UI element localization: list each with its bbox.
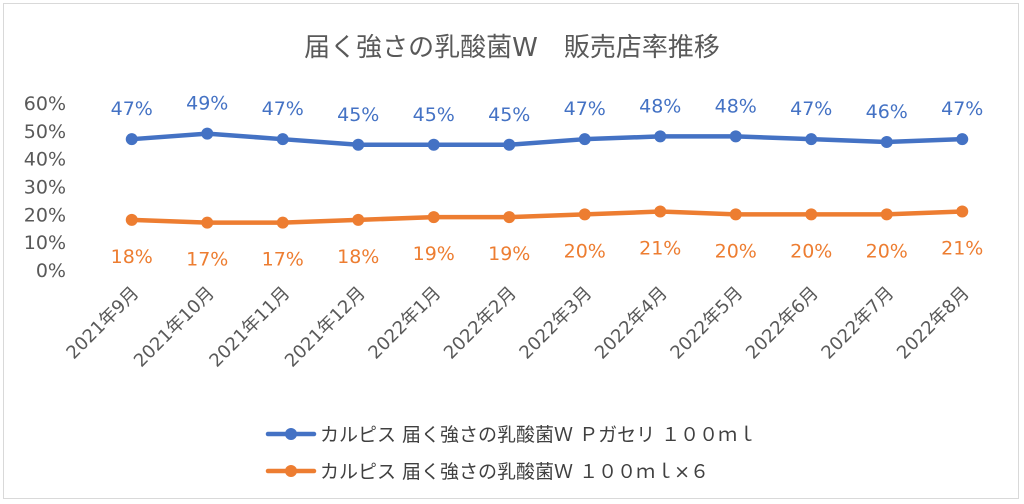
data-label: 49% xyxy=(186,93,228,115)
data-label: 46% xyxy=(866,101,908,123)
y-tick-label: 60% xyxy=(24,93,66,115)
series-1: 47% 49% 47% 45% 45% 45% 47% 48% 48% 47% 46% 47% xyxy=(111,93,983,151)
data-label: 47% xyxy=(564,98,606,120)
x-tick-label: 2022年8月 xyxy=(893,283,974,364)
x-tick-label: 2022年5月 xyxy=(666,283,747,364)
data-label: 47% xyxy=(941,98,983,120)
data-label: 21% xyxy=(941,238,983,260)
data-point xyxy=(880,208,893,221)
data-label: 18% xyxy=(337,246,379,268)
data-label: 21% xyxy=(639,238,681,260)
x-tick-label: 2022年1月 xyxy=(364,283,445,364)
data-label: 45% xyxy=(413,104,455,126)
x-tick-label: 2022年4月 xyxy=(591,283,672,364)
data-label: 17% xyxy=(262,249,304,271)
series-2: 18% 17% 17% 18% 19% 19% 20% 21% 20% 20% 20% 21% xyxy=(111,205,983,271)
data-point xyxy=(729,208,742,221)
data-point xyxy=(276,216,289,229)
data-point xyxy=(805,133,818,146)
data-label: 45% xyxy=(337,104,379,126)
data-point xyxy=(654,130,667,143)
data-point xyxy=(729,130,742,143)
x-tick-label: 2022年2月 xyxy=(440,283,521,364)
chart-title: 届く強さの乳酸菌W 販売店率推移 xyxy=(304,33,720,63)
data-label: 18% xyxy=(111,246,153,268)
x-tick-label: 2022年7月 xyxy=(817,283,898,364)
data-point xyxy=(805,208,818,221)
x-tick-label: 2021年9月 xyxy=(62,283,143,364)
series-line xyxy=(129,131,965,147)
data-point xyxy=(956,133,969,146)
data-label: 48% xyxy=(715,95,757,117)
legend-label: カルピス 届く強さの乳酸菌Ｗ １００ｍｌ×６ xyxy=(320,461,709,483)
data-label: 19% xyxy=(413,243,455,265)
legend-item: カルピス 届く強さの乳酸菌Ｗ Ｐガセリ １００ｍｌ xyxy=(265,424,756,446)
x-tick-label: 2021年11月 xyxy=(205,283,294,372)
data-point xyxy=(276,133,289,146)
y-tick-label: 30% xyxy=(24,177,66,199)
x-tick-label: 2022年3月 xyxy=(515,283,596,364)
data-point xyxy=(503,211,516,224)
data-label: 20% xyxy=(715,240,757,262)
data-label: 19% xyxy=(488,243,530,265)
data-point xyxy=(352,138,365,151)
data-label: 20% xyxy=(866,240,908,262)
y-axis: 0% 10% 20% 30% 40% 50% 60% xyxy=(24,93,66,282)
data-point xyxy=(578,133,591,146)
legend: カルピス 届く強さの乳酸菌Ｗ Ｐガセリ １００ｍｌ カルピス 届く強さの乳酸菌Ｗ … xyxy=(265,424,756,483)
data-label: 47% xyxy=(790,98,832,120)
x-tick-label: 2022年6月 xyxy=(742,283,823,364)
plot-area: 47% 49% 47% 45% 45% 45% 47% 48% 48% 47% 46% 47%18% 1… xyxy=(111,93,984,271)
data-label: 45% xyxy=(488,104,530,126)
legend-marker xyxy=(285,428,297,440)
series-line xyxy=(129,209,965,225)
data-point xyxy=(956,205,969,218)
data-point xyxy=(503,138,516,151)
data-label: 17% xyxy=(186,249,228,271)
data-point xyxy=(578,208,591,221)
legend-label: カルピス 届く強さの乳酸菌Ｗ Ｐガセリ １００ｍｌ xyxy=(320,424,756,446)
data-point xyxy=(654,205,667,218)
y-tick-label: 20% xyxy=(24,204,66,226)
legend-marker xyxy=(285,465,297,477)
data-point xyxy=(427,211,440,224)
y-tick-label: 10% xyxy=(24,232,66,254)
data-point xyxy=(125,213,138,226)
data-point xyxy=(125,133,138,146)
data-label: 20% xyxy=(564,240,606,262)
data-label: 47% xyxy=(111,98,153,120)
x-tick-label: 2021年12月 xyxy=(281,283,370,372)
data-point xyxy=(201,216,214,229)
data-point xyxy=(201,127,214,140)
y-tick-label: 0% xyxy=(36,260,66,282)
chart-frame xyxy=(3,3,1019,499)
x-axis: 2021年9月2021年10月2021年11月2021年12月2022年1月20… xyxy=(62,283,973,372)
legend-item: カルピス 届く強さの乳酸菌Ｗ １００ｍｌ×６ xyxy=(265,461,709,483)
data-label: 47% xyxy=(262,98,304,120)
data-point xyxy=(352,213,365,226)
data-point xyxy=(427,138,440,151)
y-tick-label: 50% xyxy=(24,121,66,143)
y-tick-label: 40% xyxy=(24,149,66,171)
x-tick-label: 2021年10月 xyxy=(130,283,219,372)
data-label: 20% xyxy=(790,240,832,262)
data-point xyxy=(880,135,893,148)
data-label: 48% xyxy=(639,95,681,117)
